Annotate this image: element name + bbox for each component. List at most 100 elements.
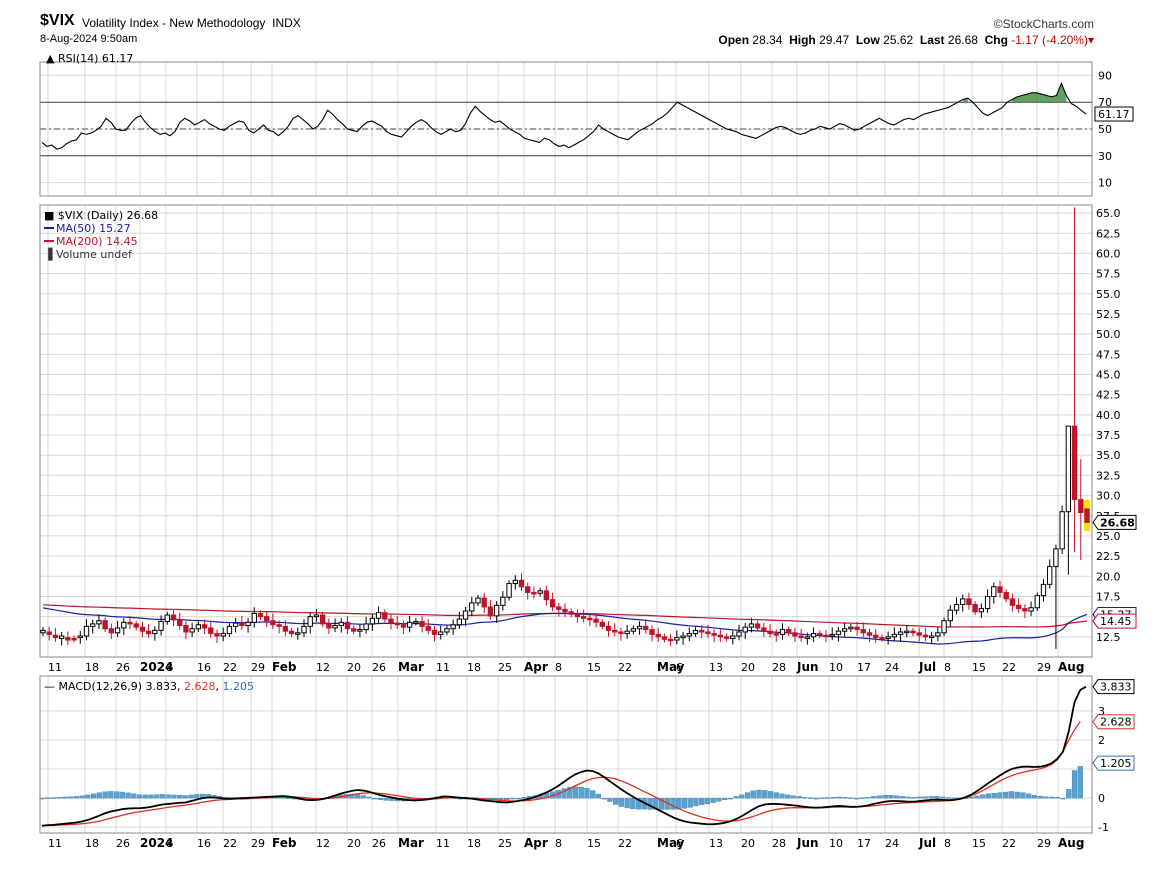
candle-body	[587, 617, 593, 621]
candle-body	[133, 623, 139, 628]
macd-histogram-bar	[762, 790, 768, 799]
hist-tag-value: 1.205	[1100, 757, 1132, 770]
candle-body	[481, 597, 487, 608]
candle-body	[251, 612, 257, 623]
candle-body	[382, 612, 388, 620]
x-tick-label: 15	[972, 837, 986, 850]
candle-body	[419, 620, 425, 627]
candle-body	[214, 633, 220, 637]
candle-body	[866, 632, 873, 636]
macd-histogram-bar	[194, 794, 200, 799]
open-value: 28.34	[752, 33, 783, 47]
macd-tag-box	[1092, 679, 1135, 695]
x-tick-label: 22	[223, 837, 237, 850]
candle-body	[375, 612, 382, 619]
candle-body	[568, 611, 574, 615]
candle-body	[810, 633, 817, 638]
candle-body	[935, 632, 941, 637]
x-tick-label: 20	[741, 661, 755, 674]
candle-body	[1040, 583, 1047, 597]
candle-body	[512, 579, 518, 585]
macd-histogram-bar	[148, 794, 154, 799]
candle-body	[1028, 607, 1034, 612]
macd-histogram-bar	[894, 795, 900, 799]
x-tick-label: 2024	[140, 836, 173, 850]
rsi-last-box	[1094, 106, 1134, 122]
candle-body	[537, 590, 543, 594]
x-tick-label: 22	[1002, 837, 1016, 850]
candle-body	[860, 629, 866, 634]
macd-histogram-bar	[188, 794, 194, 799]
price-tick-label: 40.0	[1096, 409, 1121, 422]
macd-histogram-bar	[1014, 791, 1020, 799]
macd-tick-label: 3	[1098, 705, 1105, 718]
price-tick-label: 50.0	[1096, 328, 1121, 341]
macd-histogram-bar	[750, 790, 756, 799]
macd-histogram-bar	[578, 786, 584, 799]
macd-histogram-bar	[687, 797, 693, 808]
macd-histogram-bar	[934, 796, 940, 799]
price-tick-label: 25.0	[1096, 530, 1121, 543]
stockcharts-brand[interactable]: ©StockCharts.com	[993, 17, 1094, 31]
candle-body	[835, 630, 842, 635]
x-tick-label: Mar	[398, 836, 424, 850]
rsi-tick-label: 90	[1098, 69, 1112, 82]
candle-body	[425, 625, 431, 631]
candle-body	[344, 621, 351, 630]
x-tick-label: 22	[1002, 661, 1016, 674]
candle-body	[761, 627, 767, 632]
candle-body	[145, 630, 152, 635]
candle-body	[786, 629, 792, 634]
macd-histogram-bar	[96, 792, 102, 799]
candle-body	[264, 616, 270, 622]
candle-body	[444, 628, 450, 633]
macd-histogram-bar	[136, 794, 143, 799]
x-tick-label: 13	[709, 661, 723, 674]
rsi-last-value: 61.17	[1098, 108, 1130, 121]
macd-histogram-bar	[613, 797, 619, 805]
price-tick-label: 30.0	[1096, 490, 1121, 503]
candle-body	[96, 620, 102, 625]
candle-body	[953, 604, 960, 611]
candle-body	[475, 597, 481, 604]
x-tick-label: 28	[772, 661, 786, 674]
macd-histogram-bar	[928, 796, 934, 799]
macd-histogram-bar	[997, 792, 1003, 799]
rsi-line	[41, 81, 1087, 150]
candle-body	[717, 634, 724, 638]
candle-body	[245, 621, 251, 627]
macd-histogram-bar	[681, 797, 688, 809]
macd-histogram-bar	[561, 788, 567, 799]
candle-body	[879, 637, 885, 640]
candle-body	[226, 625, 233, 635]
candle-body	[978, 608, 985, 613]
candle-body	[848, 626, 854, 630]
x-tick-label: 15	[972, 661, 986, 674]
macd-histogram-bar	[349, 793, 355, 799]
candle-body	[1009, 598, 1016, 606]
macd-histogram-bar	[635, 797, 642, 810]
macd-legend-prefix: — MACD(12,26,9)	[44, 680, 146, 693]
x-tick-label: Feb	[272, 660, 297, 674]
candle-body	[127, 621, 133, 625]
x-tick-label: 16	[197, 661, 211, 674]
candle-body	[736, 631, 742, 637]
x-tick-label: 20	[347, 837, 361, 850]
macd-panel: -1 0 2 3 — MACD(12,26,9) 3.833, 2.628, 1.205…	[39, 675, 1135, 834]
macd-histogram-bar	[710, 797, 716, 803]
candle-body	[369, 617, 376, 625]
candle-body	[972, 604, 978, 613]
candle-body	[723, 636, 730, 639]
macd-histogram-bar	[45, 797, 51, 799]
price-tick-label: 45.0	[1096, 369, 1121, 382]
candle-body	[885, 636, 891, 639]
candle-body	[388, 618, 394, 624]
candle-body	[574, 613, 581, 618]
macd-histogram-bar	[590, 790, 596, 799]
candle-body	[891, 633, 898, 638]
x-tick-label: 6	[676, 837, 683, 850]
candle-body	[183, 625, 189, 633]
macd-histogram-bar	[79, 795, 85, 799]
candle-body	[873, 634, 879, 639]
x-tick-label: Apr	[524, 836, 548, 850]
